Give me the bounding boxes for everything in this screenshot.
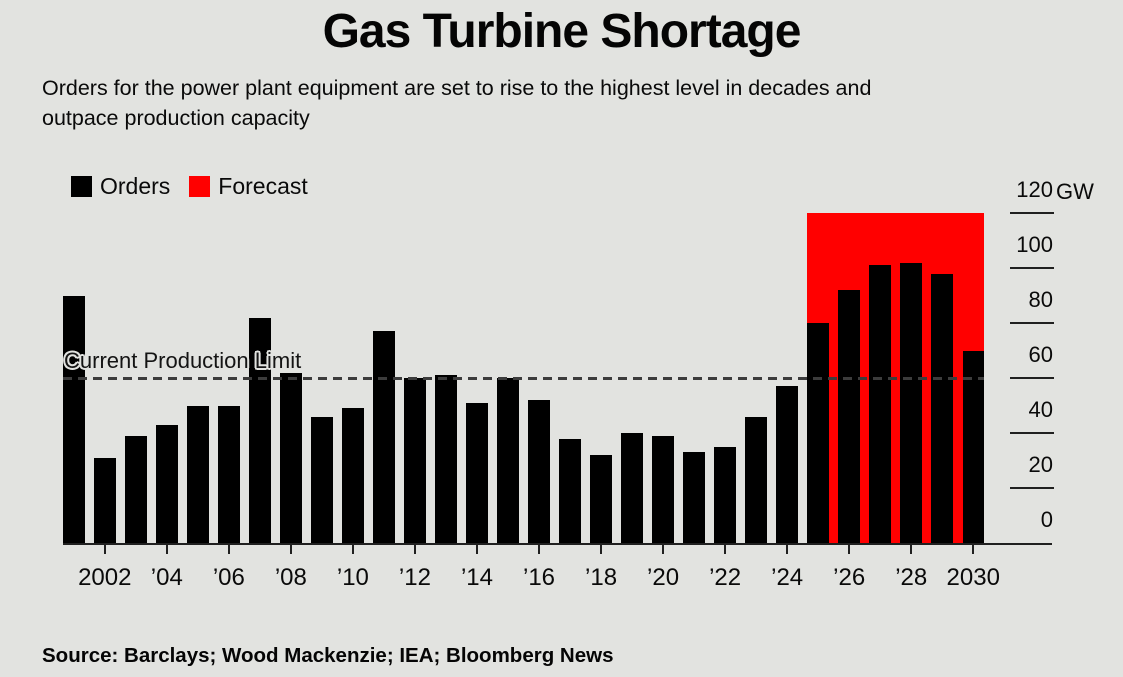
x-tick-label-2002: 2002 (78, 564, 132, 591)
x-tick-label-2004: ’04 (150, 564, 183, 591)
x-tick-2016 (538, 545, 540, 554)
x-tick-label-2026: ’26 (833, 564, 866, 591)
bar-2027 (869, 265, 891, 543)
bar-2001 (63, 295, 85, 543)
y-tick-60 (1010, 377, 1054, 379)
x-tick-label-2014: ’14 (460, 564, 493, 591)
bar-2008 (280, 372, 302, 543)
bar-2019 (621, 433, 643, 543)
x-tick-label-2020: ’20 (647, 564, 680, 591)
bar-2026 (838, 290, 860, 543)
bar-2006 (218, 405, 240, 543)
x-tick-label-2008: ’08 (274, 564, 307, 591)
chart-subtitle-line-1: Orders for the power plant equipment are… (42, 76, 872, 100)
x-tick-label-2024: ’24 (771, 564, 804, 591)
bar-2017 (559, 438, 581, 543)
y-tick-label-0: 0 (1040, 507, 1053, 532)
bar-2025 (807, 323, 829, 543)
legend-item-orders: Orders (71, 173, 170, 200)
x-tick-2028 (910, 545, 913, 554)
bar-2012 (404, 378, 426, 543)
bar-2010 (342, 408, 364, 543)
bar-2015 (497, 378, 519, 543)
chart-plot-area (63, 213, 984, 543)
x-tick-2010 (351, 545, 354, 554)
y-tick-20 (1010, 487, 1054, 489)
bar-2009 (311, 416, 333, 543)
y-tick-label-120: 120 (1016, 177, 1053, 202)
x-tick-2018 (600, 545, 603, 554)
bar-2021 (683, 452, 705, 543)
y-tick-40 (1010, 432, 1054, 434)
bar-2023 (745, 416, 767, 543)
bar-2022 (714, 446, 736, 543)
bar-2024 (776, 386, 798, 543)
x-tick-label-2018: ’18 (585, 564, 618, 591)
x-tick-label-2016: ’16 (522, 564, 556, 591)
x-tick-label-2012: ’12 (398, 564, 431, 591)
x-tick-2030 (972, 545, 975, 554)
x-tick-2020 (662, 545, 665, 554)
x-tick-2026 (848, 545, 851, 554)
y-tick-120 (1010, 212, 1054, 214)
source-line: Source: Barclays; Wood Mackenzie; IEA; B… (42, 644, 614, 667)
bar-2003 (125, 435, 147, 543)
y-tick-80 (1010, 322, 1054, 324)
bar-2004 (156, 424, 178, 543)
y-tick-label-100: 100 (1016, 232, 1053, 257)
y-tick-label-20: 20 (1028, 452, 1053, 477)
bar-2007 (249, 317, 271, 543)
x-tick-2024 (786, 545, 789, 554)
x-tick-label-2022: ’22 (709, 564, 742, 591)
bar-2005 (187, 405, 209, 543)
y-tick-label-60: 60 (1028, 342, 1053, 367)
page-title: Gas Turbine Shortage (322, 5, 802, 58)
forecast-swatch-icon (189, 176, 211, 197)
x-tick-label-2010: ’10 (336, 564, 369, 591)
bar-2030 (962, 350, 984, 543)
y-tick-label-80: 80 (1028, 287, 1053, 312)
x-tick-label-2028: ’28 (895, 564, 928, 591)
legend-item-forecast: Forecast (189, 173, 308, 200)
x-tick-label-2030: 2030 (946, 564, 1000, 591)
x-tick-2006 (227, 545, 230, 554)
bar-2014 (466, 402, 488, 543)
bar-2020 (652, 435, 674, 543)
x-tick-2012 (413, 545, 416, 554)
bar-2013 (435, 375, 457, 543)
bar-2011 (373, 331, 395, 543)
bar-2016 (528, 400, 550, 543)
legend-label-orders: Orders (100, 173, 171, 199)
bar-2018 (590, 455, 612, 543)
x-tick-label-2006: ’06 (212, 564, 245, 591)
production-limit-label: Current Production Limit (64, 348, 302, 373)
bar-2002 (94, 457, 116, 543)
production-limit-line (63, 377, 984, 380)
x-tick-2004 (165, 545, 168, 554)
chart-subtitle-line-2: outpace production capacity (42, 106, 310, 130)
x-tick-2008 (289, 545, 292, 554)
legend: Orders Forecast (71, 173, 308, 200)
y-axis-unit-label: GW (1056, 179, 1094, 204)
x-tick-2022 (724, 545, 727, 554)
y-tick-100 (1010, 267, 1054, 269)
bar-2028 (900, 262, 922, 543)
bar-2029 (931, 273, 953, 543)
y-tick-label-40: 40 (1028, 397, 1053, 422)
legend-label-forecast: Forecast (218, 173, 308, 199)
x-tick-2014 (475, 545, 478, 554)
orders-swatch-icon (71, 176, 92, 197)
x-axis-line (63, 543, 1052, 545)
x-tick-2002 (103, 545, 106, 554)
